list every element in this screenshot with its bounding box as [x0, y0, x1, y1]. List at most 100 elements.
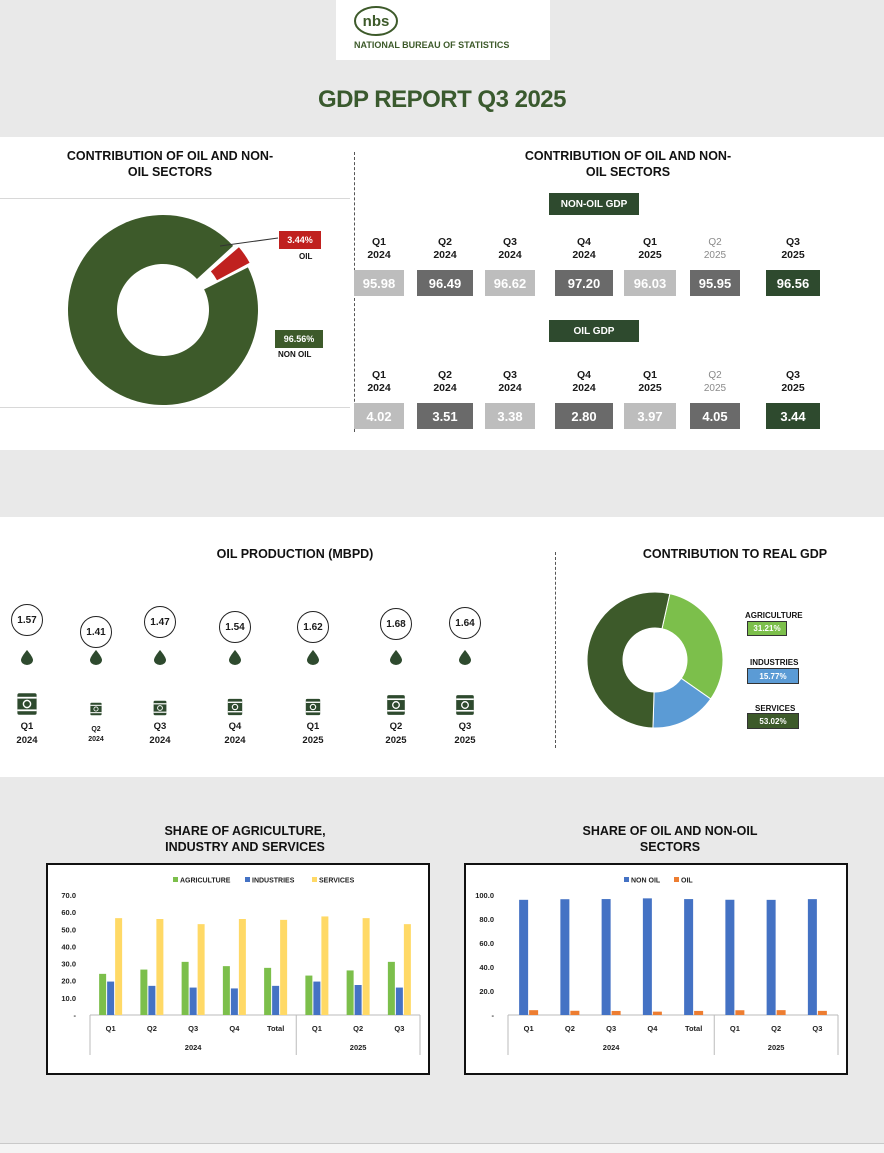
- bar: [652, 1011, 662, 1015]
- bar: [305, 975, 313, 1015]
- bar: [611, 1010, 621, 1015]
- oil-slice: [210, 247, 250, 281]
- y-tick-label: 40.0: [61, 942, 76, 951]
- sector-bar-chart: AGRICULTURE INDUSTRIES SERVICES - 10.0 20.0 30…: [61, 877, 421, 1055]
- x-tick-label: Q1: [524, 1024, 534, 1033]
- bar: [238, 919, 246, 1015]
- bar: [684, 899, 694, 1015]
- quarter-label: Q1 2024: [367, 369, 391, 394]
- quarter-label: Q2 2025: [703, 237, 727, 261]
- y-tick-label: 20.0: [479, 987, 494, 996]
- bar: [766, 899, 776, 1015]
- bar: [694, 1010, 704, 1015]
- bar: [148, 985, 156, 1015]
- real-gdp-donut: [586, 591, 724, 729]
- oil-gdp-value: 3.51: [417, 403, 473, 429]
- oil-drop-icon: [459, 650, 471, 670]
- footer-strip: [0, 1143, 884, 1153]
- bar: [189, 987, 197, 1015]
- y-tick-label: 100.0: [475, 891, 494, 900]
- y-tick-label: 60.0: [479, 939, 494, 948]
- legend-swatch: [624, 877, 629, 882]
- quarter-label: Q1 2024: [367, 236, 391, 261]
- x-tick-label: Q2: [565, 1024, 575, 1033]
- bar: [140, 969, 148, 1015]
- oil-barrel-icon: [152, 700, 168, 721]
- bar: [529, 1010, 539, 1015]
- y-tick-label: 60.0: [61, 908, 76, 917]
- production-value: 1.54: [219, 611, 251, 643]
- quarter-label: Q1 2025: [638, 369, 662, 394]
- y-tick-label: 10.0: [61, 994, 76, 1003]
- oil-gdp-value: 2.80: [555, 403, 613, 429]
- bar: [807, 899, 817, 1015]
- oil-callout-line: [219, 232, 280, 257]
- bar: [313, 981, 321, 1015]
- bar: [197, 924, 205, 1015]
- x-tick-label: Q3: [188, 1024, 198, 1033]
- bar: [395, 987, 403, 1015]
- quarter-label: Q4 2024: [572, 369, 596, 394]
- oil-gdp-value: 4.02: [354, 403, 404, 429]
- oil-barrel-icon: [15, 692, 39, 721]
- services-label: SERVICES: [755, 704, 796, 713]
- nbs-logo: nbs NATIONAL BUREAU OF STATISTICS: [336, 0, 550, 60]
- quarter-label: Q4 2024: [572, 236, 596, 261]
- oil-drop-icon: [90, 650, 102, 670]
- group-label: 2025: [768, 1043, 785, 1052]
- group-label: 2025: [350, 1043, 367, 1052]
- x-tick-label: Q3: [606, 1024, 616, 1033]
- quarter-label: Q3 2024: [498, 236, 522, 261]
- production-panel: [0, 517, 884, 777]
- nonoil-gdp-value: 95.95: [690, 270, 740, 296]
- bar: [403, 924, 411, 1015]
- x-tick-label: Q2: [353, 1024, 363, 1033]
- x-tick-label: Q1: [730, 1024, 740, 1033]
- bar: [725, 899, 735, 1015]
- quarter-label: Q2 2024: [433, 236, 457, 261]
- y-tick-label: -: [74, 1011, 77, 1020]
- legend-swatch: [245, 877, 250, 882]
- nonoil-gdp-value: 96.62: [485, 270, 535, 296]
- group-label: 2024: [185, 1043, 203, 1052]
- quarter-label: Q1 2025: [638, 236, 662, 261]
- y-tick-label: 40.0: [479, 963, 494, 972]
- bar: [776, 1010, 786, 1015]
- bar: [735, 1010, 745, 1015]
- legend-swatch: [674, 877, 679, 882]
- production-quarter-label: Q1 2025: [302, 721, 324, 746]
- oil-barrel-icon: [226, 698, 244, 721]
- oil-drop-icon: [229, 650, 241, 670]
- nbs-logo-icon: nbs: [354, 6, 398, 36]
- x-tick-label: Q2: [147, 1024, 157, 1033]
- agriculture-label: AGRICULTURE: [745, 611, 803, 620]
- production-value: 1.62: [297, 611, 329, 643]
- oil-chart-frame: NON OIL OIL - 20.0 40.0 60.0 80.0 100.0 Q1 Q2 Q3 Q4…: [464, 863, 848, 1075]
- legend-label: SERVICES: [319, 878, 355, 885]
- industries-label: INDUSTRIES: [750, 658, 799, 667]
- nonoil-gdp-value: 95.98: [354, 270, 404, 296]
- legend-swatch: [312, 877, 317, 882]
- report-title: GDP REPORT Q3 2025: [318, 86, 567, 113]
- y-tick-label: 30.0: [61, 960, 76, 969]
- sector-chart-title: SHARE OF AGRICULTURE, INDUSTRY AND SERVI…: [164, 824, 326, 854]
- bar: [519, 899, 529, 1015]
- production-value: 1.41: [80, 616, 112, 648]
- oil-barrel-icon: [385, 694, 407, 721]
- x-tick-label: Q1: [312, 1024, 322, 1033]
- group-label: 2024: [603, 1043, 621, 1052]
- oil-label: OIL: [299, 252, 313, 261]
- oil-nonoil-donut: [68, 214, 258, 405]
- oil-production-title: OIL PRODUCTION (MBPD): [216, 547, 374, 561]
- bar: [107, 981, 115, 1015]
- quarter-label: Q2 2024: [433, 369, 457, 394]
- table-title: CONTRIBUTION OF OIL AND NON-OIL SECTORS: [524, 149, 732, 179]
- production-quarter-label: Q2 2024: [88, 726, 104, 743]
- oil-chart-title: SHARE OF OIL AND NON-OIL SECTORS: [582, 824, 758, 854]
- agriculture-value: 31.21%: [747, 621, 787, 636]
- oil-barrel-icon: [304, 698, 322, 721]
- x-tick-label: Q1: [106, 1024, 116, 1033]
- production-quarter-label: Q3 2024: [149, 721, 171, 746]
- nonoil-gdp-value: 96.56: [766, 270, 820, 296]
- quarter-label: Q3 2025: [781, 236, 805, 261]
